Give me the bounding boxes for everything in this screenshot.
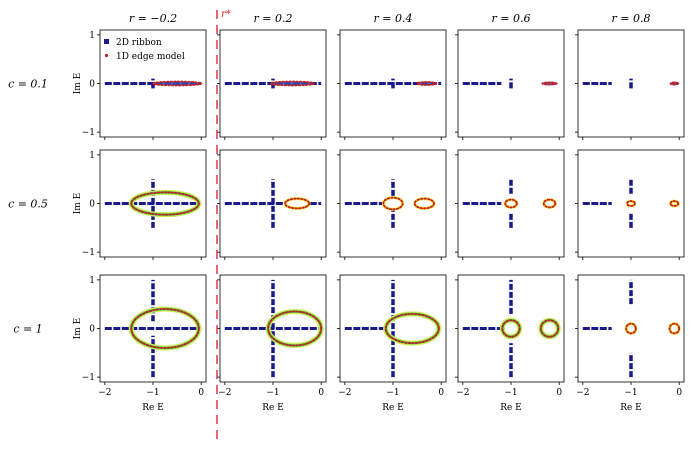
edge-model-loop	[669, 81, 680, 86]
edge-model-loop	[669, 200, 680, 207]
panel-r1-c4	[575, 149, 685, 260]
row-label: c = 1	[13, 323, 42, 336]
panel-plot-area	[582, 179, 680, 228]
edge-model-loop	[382, 196, 404, 211]
x-tick-label: 0	[318, 388, 324, 398]
edge-model-loop	[130, 191, 200, 216]
edge-model-loop	[284, 197, 311, 210]
x-tick-label: −1	[266, 388, 279, 398]
x-tick-label: 0	[556, 388, 562, 398]
x-tick-label: −2	[576, 388, 589, 398]
y-tick-label: −1	[82, 128, 95, 138]
edge-model-loop	[625, 322, 637, 335]
edge-model-loop	[384, 313, 440, 344]
panel-plot-area	[224, 179, 322, 228]
edge-model-loop	[130, 308, 200, 349]
panel-r2-c4: −2 −1 0 Re E	[575, 274, 685, 413]
panel-plot-area	[344, 78, 442, 89]
panel-plot-area	[344, 279, 442, 378]
panel-r2-c1: −2 −1 0 Re E	[217, 274, 327, 413]
edge-model-loop	[541, 81, 558, 86]
x-tick-label: −1	[146, 388, 159, 398]
y-tick-label: 1	[89, 31, 95, 41]
panel-r1-c1	[217, 149, 327, 260]
y-axis-label: Im E	[73, 73, 83, 95]
panel-plot-area	[224, 279, 324, 378]
x-axis-label: Re E	[142, 403, 164, 413]
x-tick-label: −2	[456, 388, 469, 398]
y-tick-label: −1	[82, 248, 95, 258]
panel-r0-c4	[575, 29, 685, 140]
panel-plot-area	[462, 279, 561, 378]
x-axis-label: Re E	[382, 403, 404, 413]
legend-entry: 1D edge model	[116, 52, 185, 62]
edge-model-loop	[626, 200, 636, 207]
panel-plot-area	[104, 78, 203, 89]
panel-plot-area	[462, 179, 557, 228]
x-tick-label: 0	[676, 388, 682, 398]
panel-r0-c3	[455, 29, 565, 140]
column-title: r = 0.8	[612, 12, 651, 25]
y-tick-label: 1	[89, 151, 95, 161]
y-axis-label: Im E	[73, 318, 83, 340]
y-tick-label: 0	[89, 325, 95, 335]
column-title: r = 0.2	[254, 12, 293, 25]
x-axis-label: Re E	[500, 403, 522, 413]
x-tick-label: −1	[624, 388, 637, 398]
panel-r1-c3	[455, 149, 565, 260]
edge-model-loop	[416, 81, 438, 86]
edge-model-loop	[539, 319, 560, 338]
panel-plot-area	[104, 279, 202, 378]
y-tick-label: 0	[89, 80, 95, 90]
edge-model-loop	[542, 198, 557, 209]
panel-r2-c3: −2 −1 0 Re E	[455, 274, 565, 413]
panel-plot-area	[224, 78, 322, 89]
r-star-label: r*	[221, 9, 231, 20]
x-tick-label: 0	[438, 388, 444, 398]
legend-entry: 2D ribbon	[116, 38, 162, 48]
panel-plot-area	[582, 78, 680, 89]
column-title: r = 0.6	[492, 12, 531, 25]
panel-plot-area	[344, 179, 436, 228]
panel-r1-c2	[337, 149, 447, 260]
y-tick-label: 1	[89, 276, 95, 286]
x-tick-label: −1	[504, 388, 517, 398]
legend-marker	[104, 53, 109, 58]
x-tick-label: −2	[218, 388, 231, 398]
edge-model-loop	[269, 80, 315, 87]
panel-plot-area	[582, 279, 681, 378]
x-axis-label: Re E	[262, 403, 284, 413]
y-axis-label: Im E	[73, 193, 83, 215]
edge-model-loop	[504, 198, 518, 209]
y-tick-label: 0	[89, 200, 95, 210]
x-axis-label: Re E	[620, 403, 642, 413]
row-label: c = 0.5	[8, 198, 48, 211]
panel-r0-c0: −1 0 1 Im E	[73, 29, 207, 140]
x-tick-label: −1	[386, 388, 399, 398]
y-tick-label: −1	[82, 373, 95, 383]
legend-marker	[104, 39, 109, 44]
panel-plot-area	[104, 179, 202, 228]
x-tick-label: 0	[198, 388, 204, 398]
panel-r2-c2: −2 −1 0 Re E	[337, 274, 447, 413]
edge-model-loop	[152, 80, 203, 87]
x-tick-label: −2	[98, 388, 111, 398]
panel-r2-c0: −101−2 −1 0Im ERe E	[73, 274, 207, 413]
x-tick-label: −2	[338, 388, 351, 398]
panel-r1-c0: −1 0 1 Im E	[73, 149, 207, 260]
panel-r0-c2	[337, 29, 447, 140]
edge-model-loop	[501, 319, 521, 338]
row-label: c = 0.1	[8, 78, 48, 91]
edge-model-loop	[413, 197, 435, 210]
column-title: r = 0.4	[374, 12, 413, 25]
edge-model-loop	[267, 310, 323, 347]
panel-plot-area	[462, 78, 558, 89]
panel-r0-c1	[217, 29, 327, 140]
legend: 2D ribbon 1D edge model	[104, 38, 185, 62]
column-title: r = −0.2	[129, 12, 177, 25]
edge-model-loop	[668, 322, 681, 335]
